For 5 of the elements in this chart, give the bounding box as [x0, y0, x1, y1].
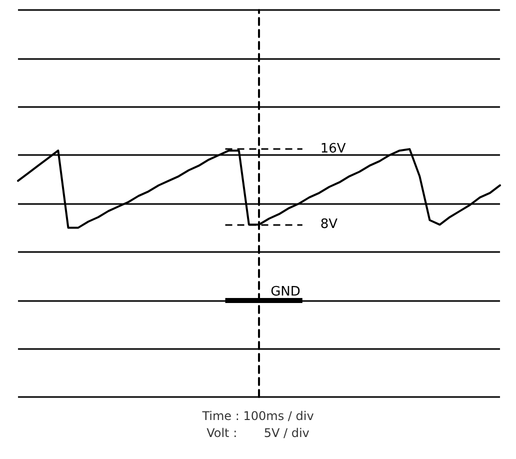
ref-line-label: GND: [270, 284, 300, 300]
ref-line-label: 16V: [320, 142, 346, 157]
text: Volt : 5V / div: [206, 426, 310, 440]
ref-line-label: 8V: [320, 217, 338, 232]
text: Time : 100ms / div: [201, 409, 314, 423]
